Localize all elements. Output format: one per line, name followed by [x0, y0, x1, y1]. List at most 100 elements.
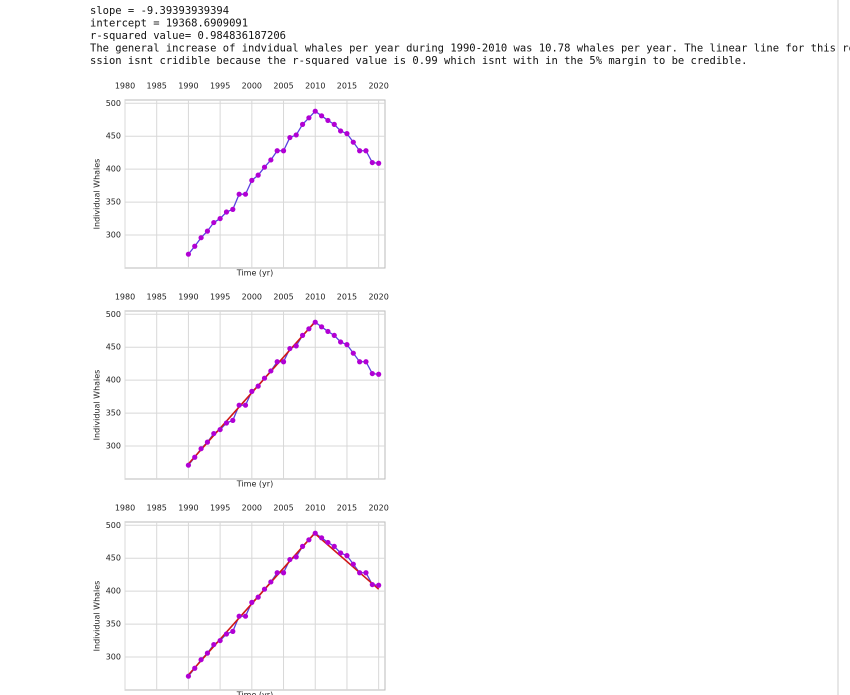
y-tick-label: 400 — [106, 376, 121, 385]
data-point — [293, 132, 299, 138]
data-point — [338, 339, 344, 345]
x-tick-label: 1995 — [210, 293, 230, 302]
y-tick-label: 450 — [106, 132, 121, 141]
x-tick-label: 2010 — [305, 504, 325, 513]
y-tick-label: 400 — [106, 587, 121, 596]
data-point — [204, 228, 211, 234]
data-point — [350, 561, 356, 567]
data-point — [299, 332, 306, 338]
x-tick-label: 1985 — [147, 504, 167, 513]
chart: 1980 1985 1990 1995 2000 2005 2010 2015 2020 300 3… — [93, 504, 389, 695]
x-tick-label: 2005 — [273, 504, 293, 513]
y-axis-label: Individual Whales — [93, 159, 102, 230]
data-point — [325, 539, 331, 546]
plot-area — [124, 310, 386, 480]
data-point — [249, 388, 255, 394]
data-point — [363, 148, 369, 154]
data-point — [331, 332, 337, 338]
data-point — [287, 556, 293, 563]
data-point — [249, 177, 255, 183]
data-point — [344, 553, 350, 559]
data-point — [344, 131, 350, 137]
x-tick-label: 1990 — [178, 293, 198, 302]
data-point — [325, 328, 331, 335]
data-point — [230, 417, 236, 423]
data-point — [261, 375, 268, 381]
data-point — [223, 631, 230, 637]
x-tick-label: 2020 — [368, 82, 388, 91]
plot-area — [124, 99, 386, 269]
data-point — [198, 657, 204, 663]
y-tick-label: 450 — [106, 343, 121, 352]
y-tick-label: 300 — [106, 442, 121, 451]
data-point — [185, 251, 192, 257]
x-tick-label: 2015 — [337, 82, 357, 91]
data-point — [350, 350, 356, 356]
data-point — [242, 613, 249, 619]
data-point — [357, 359, 363, 365]
x-tick-label: 2000 — [242, 82, 262, 91]
data-point — [306, 326, 312, 332]
data-point — [287, 345, 293, 352]
x-tick-label: 2005 — [273, 293, 293, 302]
data-point — [338, 550, 344, 556]
data-point — [280, 570, 287, 576]
data-point — [198, 235, 204, 241]
x-tick-label: 1980 — [115, 82, 135, 91]
x-tick-label: 2010 — [305, 82, 325, 91]
data-point — [293, 343, 299, 349]
data-point — [211, 219, 217, 226]
x-tick-label: 2000 — [242, 293, 262, 302]
data-point — [369, 159, 375, 166]
y-tick-label: 500 — [106, 521, 121, 530]
output-line: slope = -9.39393939394 — [90, 5, 229, 17]
x-tick-label: 1980 — [115, 504, 135, 513]
x-tick-label: 1985 — [147, 293, 167, 302]
data-point — [242, 191, 249, 197]
data-point — [198, 446, 204, 452]
x-tick-label: 2020 — [368, 293, 388, 302]
data-point — [268, 368, 274, 374]
x-axis-label: Time (yr) — [236, 480, 273, 489]
data-point — [204, 439, 211, 445]
y-tick-label: 350 — [106, 198, 121, 207]
data-point — [261, 586, 268, 592]
x-tick-label: 1990 — [178, 504, 198, 513]
data-point — [255, 172, 261, 178]
data-point — [293, 554, 299, 560]
data-point — [274, 148, 280, 154]
data-point — [280, 148, 287, 154]
output-line: intercept = 19368.6909091 — [90, 18, 248, 30]
data-point — [236, 402, 242, 408]
data-point — [318, 113, 325, 119]
x-tick-label: 1980 — [115, 293, 135, 302]
data-point — [350, 139, 356, 145]
data-point — [185, 462, 192, 468]
x-tick-label: 1990 — [178, 82, 198, 91]
data-point — [223, 420, 230, 426]
data-point — [338, 128, 344, 134]
data-point — [204, 650, 211, 656]
y-tick-label: 500 — [106, 99, 121, 108]
data-point — [249, 599, 255, 605]
data-point — [376, 371, 382, 377]
data-point — [192, 665, 198, 671]
x-tick-label: 2000 — [242, 504, 262, 513]
data-point — [306, 537, 312, 543]
x-axis-label: Time (yr) — [236, 691, 273, 695]
x-tick-label: 2015 — [337, 293, 357, 302]
output-line: ssion isnt cridible because the r-square… — [90, 55, 747, 67]
y-tick-label: 350 — [106, 409, 121, 418]
data-point — [236, 191, 242, 197]
data-point — [299, 121, 306, 127]
x-tick-label: 1995 — [210, 82, 230, 91]
data-point — [268, 579, 274, 585]
data-point — [192, 243, 198, 249]
data-point — [376, 160, 382, 166]
y-tick-label: 400 — [106, 165, 121, 174]
data-point — [274, 570, 280, 576]
data-point — [312, 530, 318, 536]
data-point — [280, 359, 287, 365]
x-tick-label: 2015 — [337, 504, 357, 513]
